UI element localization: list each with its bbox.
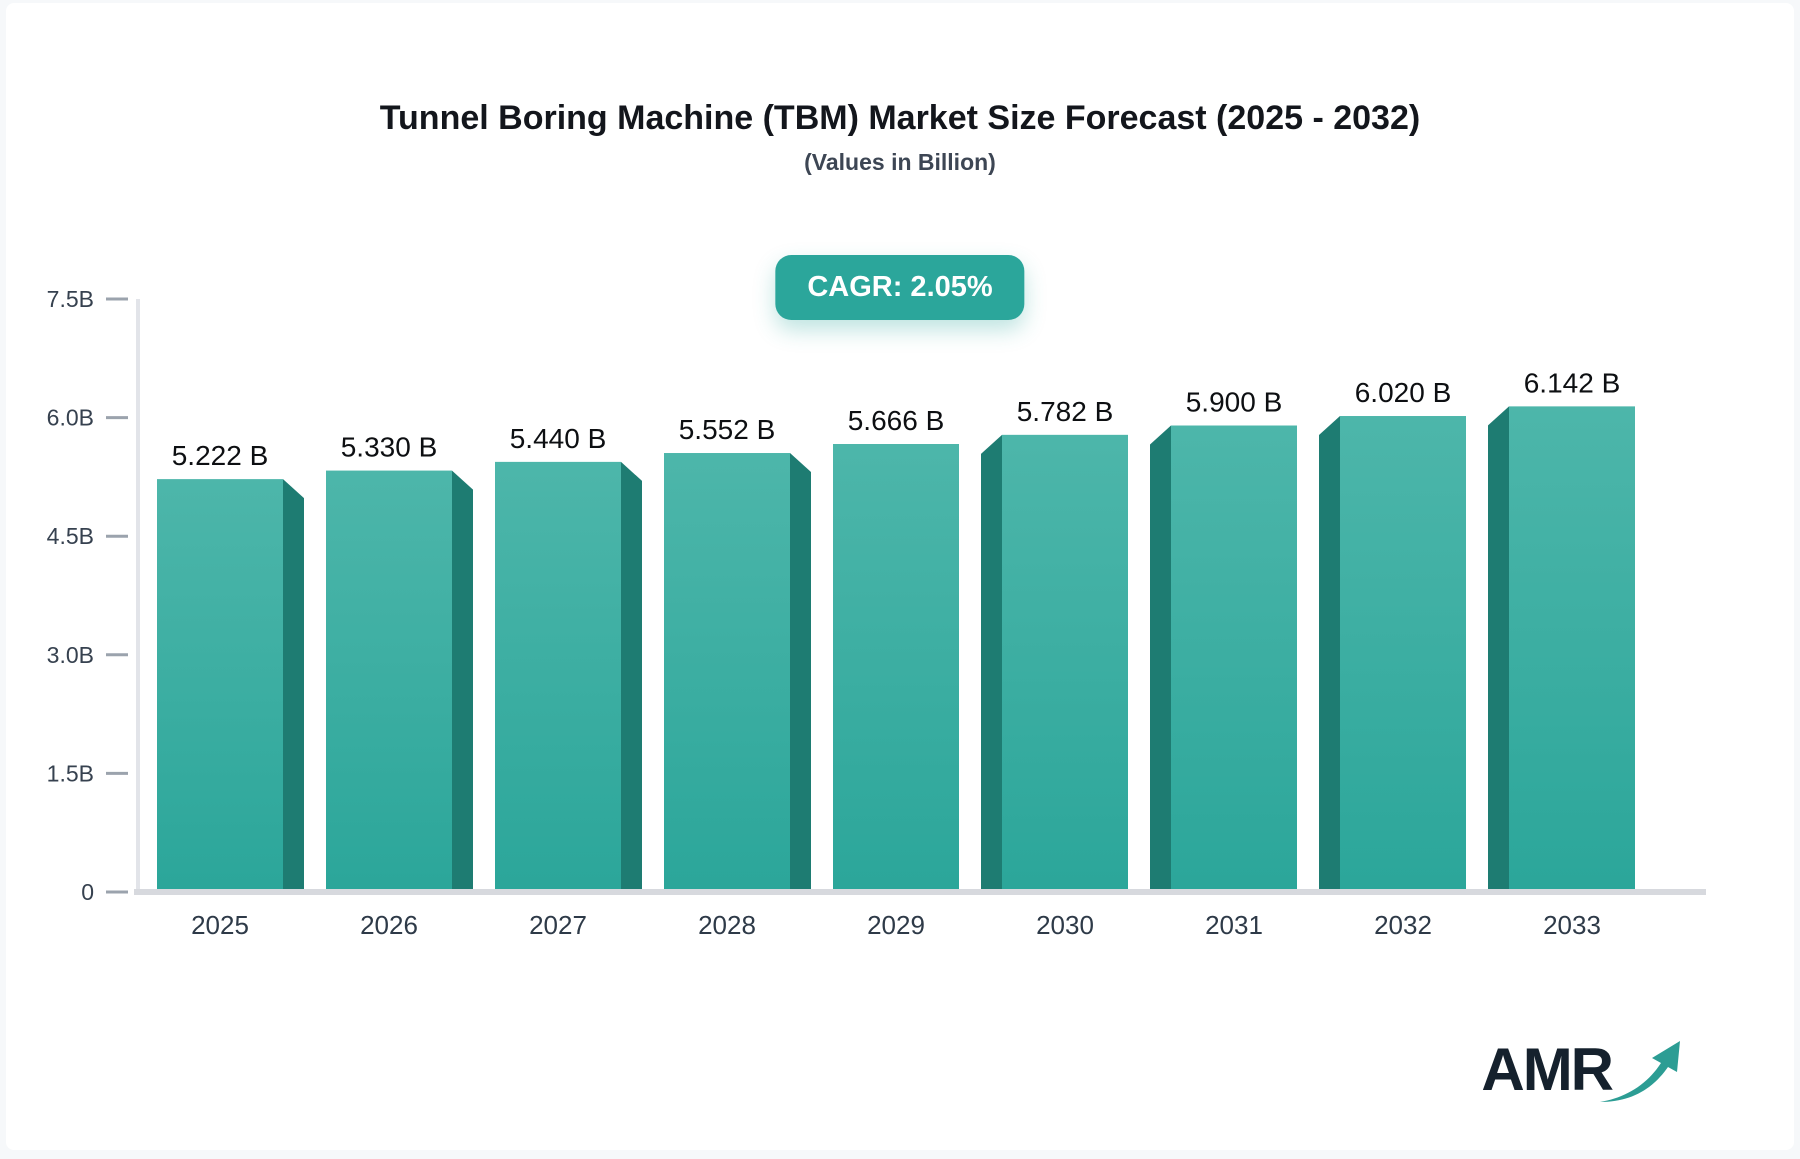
- bar-side-face: [452, 471, 473, 892]
- chart-canvas: 0 1.5B 3.0B 4.5B 6.0B 7.5B 5.222 B 2025 5.330 B 2…: [6, 3, 1800, 1159]
- x-tick-label: 2026: [360, 910, 418, 940]
- bar[interactable]: [1002, 435, 1128, 892]
- bar[interactable]: [664, 453, 790, 892]
- bar-side-face: [283, 479, 304, 892]
- bar-group-2030: 5.782 B 2030: [981, 396, 1128, 940]
- y-tick-label: 4.5B: [47, 523, 94, 549]
- bar-side-face: [981, 435, 1002, 892]
- x-tick-label: 2029: [867, 910, 925, 940]
- bar[interactable]: [1340, 416, 1466, 892]
- bar-group-2033: 6.142 B 2033: [1488, 367, 1635, 940]
- bar-value-label: 5.330 B: [341, 432, 438, 463]
- bar[interactable]: [326, 471, 452, 892]
- bar-group-2025: 5.222 B 2025: [157, 440, 304, 940]
- bar[interactable]: [1171, 426, 1297, 892]
- bar[interactable]: [1509, 406, 1635, 892]
- bar-side-face: [790, 453, 811, 892]
- bar-group-2031: 5.900 B 2031: [1150, 387, 1297, 940]
- amr-logo-text: AMR: [1481, 1040, 1612, 1100]
- bar[interactable]: [157, 479, 283, 892]
- bar-value-label: 5.440 B: [510, 423, 607, 454]
- bar-value-label: 5.782 B: [1017, 396, 1114, 427]
- bar[interactable]: [495, 462, 621, 892]
- x-tick-label: 2031: [1205, 910, 1263, 940]
- bar-value-label: 5.900 B: [1186, 387, 1283, 418]
- chart-card: Tunnel Boring Machine (TBM) Market Size …: [6, 3, 1794, 1150]
- bar-value-label: 5.552 B: [679, 414, 776, 445]
- amr-logo: AMR: [1481, 1040, 1684, 1108]
- x-tick-label: 2025: [191, 910, 249, 940]
- bar-value-label: 5.666 B: [848, 405, 945, 436]
- bar-value-label: 6.142 B: [1524, 367, 1621, 398]
- y-tick-label: 7.5B: [47, 286, 94, 312]
- y-tick-label: 1.5B: [47, 760, 94, 786]
- amr-logo-arrow-icon: [1598, 1036, 1684, 1108]
- x-tick-label: 2030: [1036, 910, 1094, 940]
- bar-group-2027: 5.440 B 2027: [495, 423, 642, 940]
- y-tick-label: 6.0B: [47, 405, 94, 431]
- bar-value-label: 6.020 B: [1355, 377, 1452, 408]
- y-tick-label: 0: [81, 879, 94, 905]
- x-tick-label: 2028: [698, 910, 756, 940]
- x-tick-label: 2032: [1374, 910, 1432, 940]
- bar-value-label: 5.222 B: [172, 440, 269, 471]
- bar-side-face: [1150, 426, 1171, 892]
- bar-side-face: [621, 462, 642, 892]
- y-tick-label: 3.0B: [47, 642, 94, 668]
- bar-side-face: [1319, 416, 1340, 892]
- bar-group-2032: 6.020 B 2032: [1319, 377, 1466, 940]
- x-tick-label: 2033: [1543, 910, 1601, 940]
- bar-group-2026: 5.330 B 2026: [326, 432, 473, 940]
- bar-group-2029: 5.666 B 2029: [833, 405, 959, 940]
- cagr-badge: CAGR: 2.05%: [775, 255, 1024, 320]
- bar-side-face: [1488, 406, 1509, 892]
- x-axis-baseline: [134, 889, 1706, 895]
- bar-group-2028: 5.552 B 2028: [664, 414, 811, 940]
- bar[interactable]: [833, 444, 959, 892]
- x-tick-label: 2027: [529, 910, 587, 940]
